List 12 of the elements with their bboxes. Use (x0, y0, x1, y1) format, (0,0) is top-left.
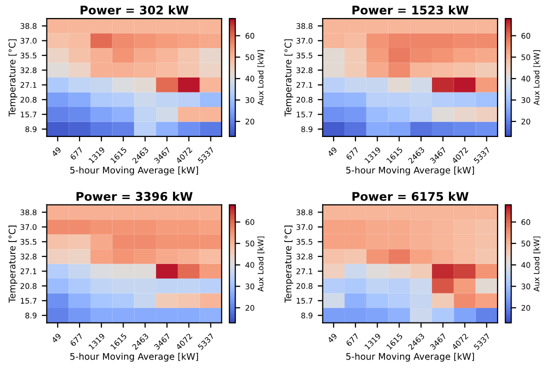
x-axis-title: 5-hour Moving Average [kW] (70, 166, 198, 176)
y-axis-title: Temperature [°C] (284, 226, 294, 303)
chart-title: Power = 302 kW (80, 5, 188, 15)
x-axis-title: 5-hour Moving Average [kW] (70, 352, 198, 362)
chart-title: Power = 3396 kW (76, 192, 193, 201)
y-axis-title: Temperature [°C] (8, 39, 18, 116)
y-axis-title: Temperature [°C] (284, 39, 294, 116)
y-axis-title: Temperature [°C] (8, 226, 18, 303)
x-axis-title: 5-hour Moving Average [kW] (346, 352, 474, 362)
chart-title: Power = 6175 kW (352, 192, 468, 201)
x-axis-title: 5-hour Moving Average [kW] (346, 166, 474, 176)
chart-title: Power = 1523 kW (352, 5, 468, 15)
